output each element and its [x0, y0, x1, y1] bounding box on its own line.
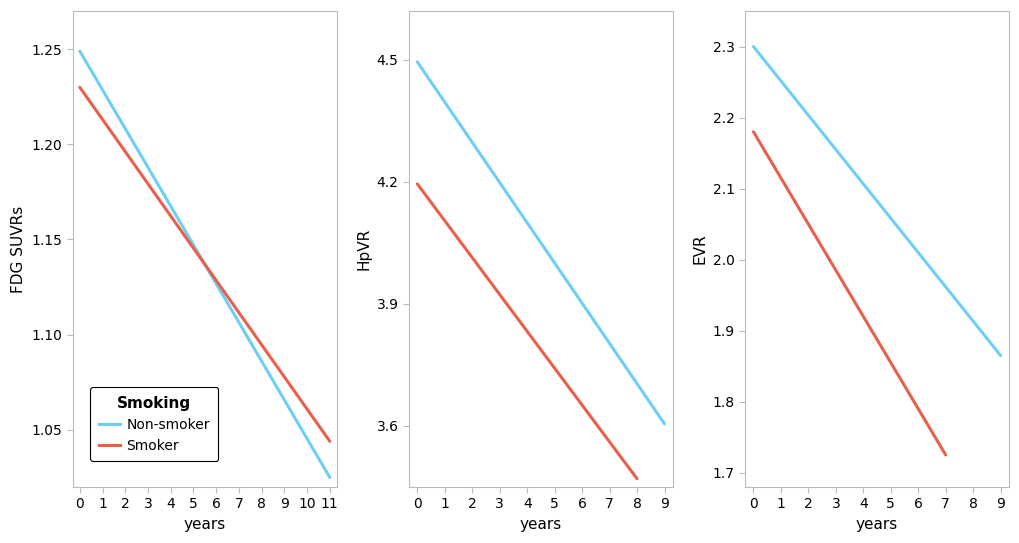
X-axis label: years: years — [520, 517, 561, 532]
Y-axis label: HpVR: HpVR — [356, 228, 371, 270]
X-axis label: years: years — [855, 517, 898, 532]
Y-axis label: EVR: EVR — [692, 233, 706, 264]
X-axis label: years: years — [183, 517, 225, 532]
Legend: Non-smoker, Smoker: Non-smoker, Smoker — [91, 387, 218, 461]
Y-axis label: FDG SUVRs: FDG SUVRs — [11, 205, 26, 293]
